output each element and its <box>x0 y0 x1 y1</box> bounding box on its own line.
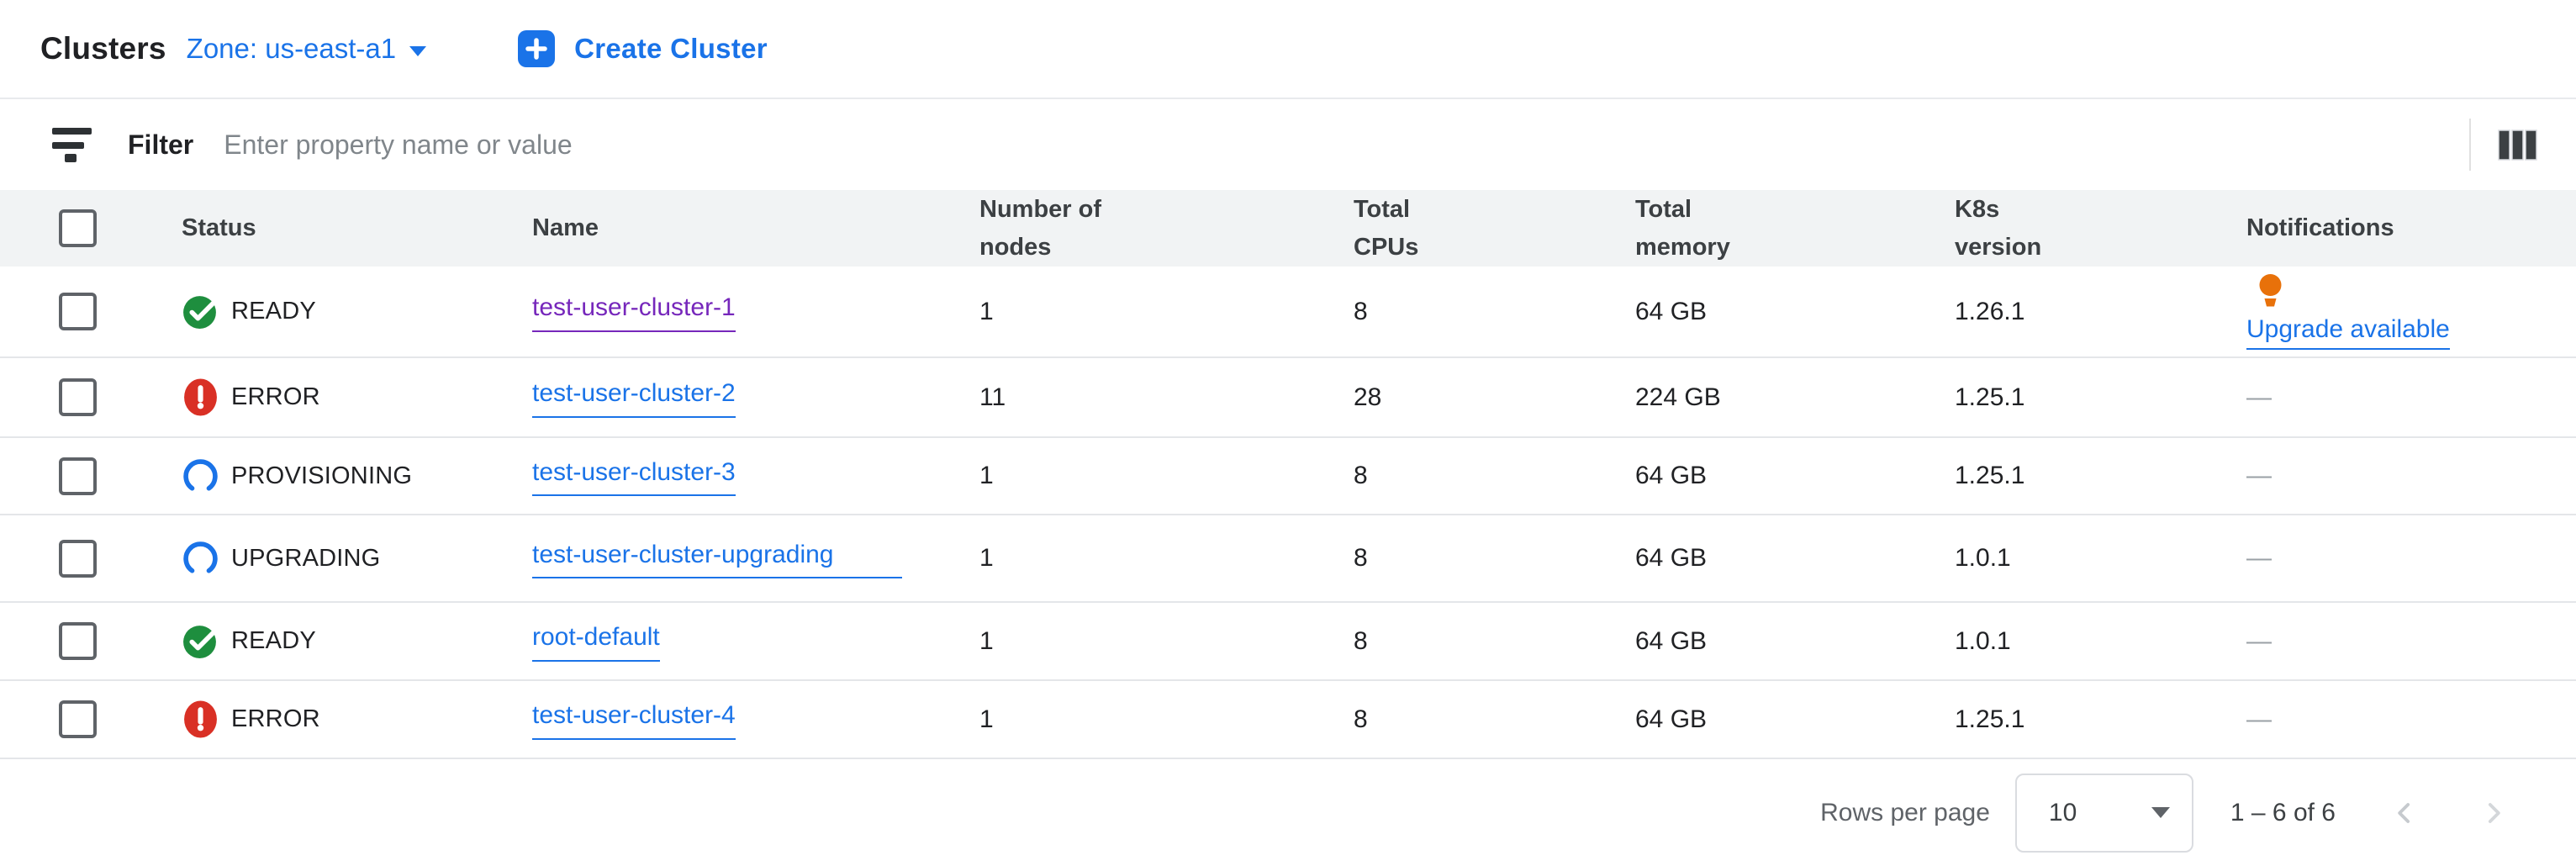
status-progress-icon <box>182 457 219 495</box>
table-row: ERROR test-user-cluster-4 1 8 64 GB 1.25.1 — <box>0 680 2576 758</box>
no-notification-dash: — <box>2246 383 2272 411</box>
column-header-name[interactable]: Name <box>532 214 599 242</box>
rows-per-page-select[interactable]: 10 <box>2014 773 2193 853</box>
filter-input[interactable] <box>224 129 2469 161</box>
table-row: READY test-user-cluster-1 1 8 64 GB 1.26.1 Upg… <box>0 267 2576 357</box>
zone-label: Zone: us-east-a1 <box>186 33 397 64</box>
status-error-icon <box>182 378 219 416</box>
filter-label: Filter <box>128 129 194 160</box>
chevron-down-icon <box>2151 807 2170 818</box>
previous-page-button[interactable] <box>2388 796 2421 830</box>
page-range: 1 – 6 of 6 <box>2230 798 2336 826</box>
total-cpus: 8 <box>1354 705 1368 733</box>
table-row: UPGRADING test-user-cluster-upgrading 1 8 64… <box>0 515 2576 602</box>
no-notification-dash: — <box>2246 544 2272 572</box>
filter-bar: Filter <box>0 99 2576 190</box>
table-header: Status Name Number of nodes Total CPUs T… <box>0 190 2576 267</box>
k8s-version: 1.25.1 <box>1955 462 2025 489</box>
column-header-nodes[interactable]: Number of nodes <box>979 195 1101 261</box>
status-label: PROVISIONING <box>231 462 413 489</box>
total-cpus: 8 <box>1354 462 1368 489</box>
cluster-table-body: READY test-user-cluster-1 1 8 64 GB 1.26.1 Upg… <box>0 267 2576 758</box>
upgrade-available-link[interactable]: Upgrade available <box>2246 315 2450 350</box>
k8s-version: 1.25.1 <box>1955 383 2025 411</box>
column-display-options-button[interactable] <box>2498 129 2537 161</box>
chevron-right-icon <box>2477 796 2510 830</box>
top-bar: Clusters Zone: us-east-a1 Create Cluster <box>0 0 2576 99</box>
total-memory: 224 GB <box>1635 383 1721 411</box>
nodes-count: 1 <box>979 462 994 489</box>
cluster-name-link[interactable]: test-user-cluster-upgrading <box>532 538 902 579</box>
row-checkbox[interactable] <box>59 700 97 738</box>
status-label: READY <box>231 298 316 325</box>
add-icon <box>517 29 556 68</box>
divider <box>2469 119 2471 171</box>
column-header-memory[interactable]: Total memory <box>1635 195 1730 261</box>
total-memory: 64 GB <box>1635 462 1708 489</box>
pagination-bar: Rows per page 10 1 – 6 of 6 <box>0 759 2576 866</box>
table-row: READY root-default 1 8 64 GB 1.0.1 — <box>0 602 2576 680</box>
k8s-version: 1.0.1 <box>1955 626 2011 655</box>
total-cpus: 8 <box>1354 544 1368 572</box>
cluster-name-link[interactable]: root-default <box>532 620 660 662</box>
row-checkbox[interactable] <box>59 293 97 330</box>
total-cpus: 8 <box>1354 626 1368 655</box>
table-row: PROVISIONING test-user-cluster-3 1 8 64 GB 1.… <box>0 437 2576 515</box>
row-checkbox[interactable] <box>59 378 97 416</box>
rows-per-page-value: 10 <box>2048 798 2077 826</box>
row-checkbox[interactable] <box>59 622 97 660</box>
total-cpus: 8 <box>1354 297 1368 325</box>
create-cluster-button[interactable]: Create Cluster <box>517 29 768 68</box>
status-error-icon <box>182 700 219 738</box>
select-all-checkbox[interactable] <box>59 209 97 247</box>
row-checkbox[interactable] <box>59 539 97 578</box>
cluster-name-link[interactable]: test-user-cluster-4 <box>532 699 736 740</box>
nodes-count: 1 <box>979 626 994 655</box>
no-notification-dash: — <box>2246 705 2272 733</box>
status-label: READY <box>231 627 316 654</box>
total-memory: 64 GB <box>1635 705 1708 733</box>
cluster-name-link[interactable]: test-user-cluster-1 <box>532 291 736 332</box>
total-memory: 64 GB <box>1635 626 1708 655</box>
no-notification-dash: — <box>2246 462 2272 489</box>
status-label: ERROR <box>231 383 320 410</box>
k8s-version: 1.0.1 <box>1955 544 2011 572</box>
status-label: UPGRADING <box>231 544 381 572</box>
create-cluster-label: Create Cluster <box>574 33 768 64</box>
column-header-notifications[interactable]: Notifications <box>2246 214 2394 242</box>
column-header-status[interactable]: Status <box>182 214 256 242</box>
chevron-left-icon <box>2388 796 2421 830</box>
status-label: ERROR <box>231 705 320 732</box>
row-checkbox[interactable] <box>59 457 97 495</box>
k8s-version: 1.26.1 <box>1955 297 2025 325</box>
status-ready-icon <box>182 293 219 330</box>
nodes-count: 1 <box>979 705 994 733</box>
zone-selector[interactable]: Zone: us-east-a1 <box>186 33 427 65</box>
rows-per-page-label: Rows per page <box>1820 798 1990 826</box>
k8s-version: 1.25.1 <box>1955 705 2025 733</box>
page-title: Clusters <box>40 31 166 66</box>
cluster-name-link[interactable]: test-user-cluster-3 <box>532 456 736 497</box>
nodes-count: 1 <box>979 297 994 325</box>
column-header-cpus[interactable]: Total CPUs <box>1354 195 1419 261</box>
cluster-name-link[interactable]: test-user-cluster-2 <box>532 377 736 418</box>
no-notification-dash: — <box>2246 626 2272 655</box>
next-page-button[interactable] <box>2477 796 2510 830</box>
filter-icon <box>52 126 92 163</box>
table-row: ERROR test-user-cluster-2 11 28 224 GB 1.25.1… <box>0 357 2576 437</box>
clusters-table: Status Name Number of nodes Total CPUs T… <box>0 190 2576 759</box>
chevron-down-icon <box>409 46 427 56</box>
nodes-count: 1 <box>979 544 994 572</box>
total-cpus: 28 <box>1354 383 1382 411</box>
columns-icon <box>2498 129 2537 161</box>
lightbulb-icon <box>2255 273 2286 314</box>
total-memory: 64 GB <box>1635 544 1708 572</box>
nodes-count: 11 <box>979 383 1006 411</box>
column-header-k8s-version[interactable]: K8s version <box>1955 195 2042 261</box>
total-memory: 64 GB <box>1635 297 1708 325</box>
status-progress-icon <box>182 540 219 578</box>
status-ready-icon <box>182 622 219 660</box>
